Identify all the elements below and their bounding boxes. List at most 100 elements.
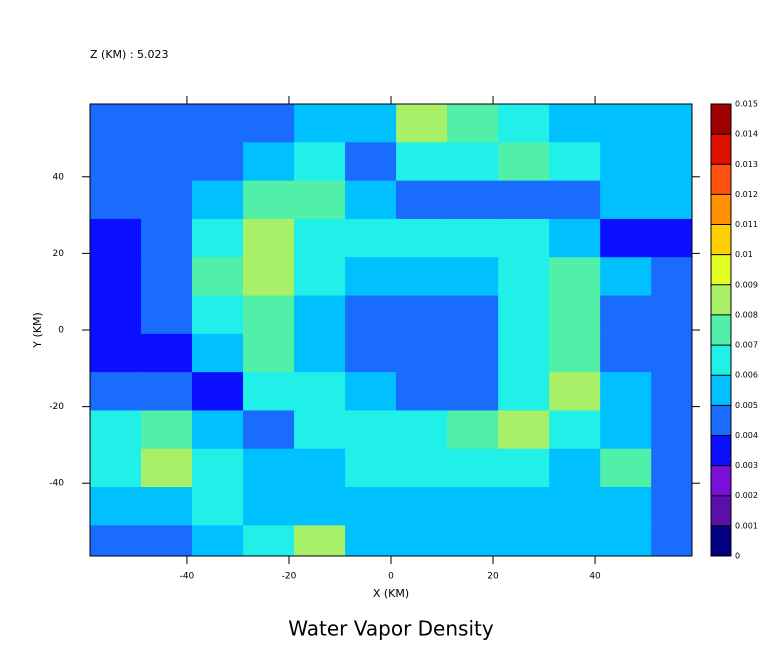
contour-cell [345,218,397,258]
contour-cell [396,487,448,526]
colorbar-label: 0 [735,552,740,561]
contour-cell [498,448,550,488]
contour-cell [447,295,499,335]
colorbar-segment [711,284,731,316]
contour-cell [396,295,448,335]
contour-cell [294,257,346,297]
contour-cell [600,372,652,411]
colorbar-segment [711,345,731,376]
contour-cell [549,525,601,556]
contour-cell [243,333,295,373]
contour-cell [90,372,142,411]
contour-field [90,104,692,556]
contour-cell [192,372,244,411]
contour-cell [192,525,244,556]
contour-cell [243,104,295,143]
contour-cell [192,180,244,220]
y-tick-label: 40 [53,172,65,182]
contour-cell [192,104,244,143]
contour-cell [141,142,193,182]
colorbar-label: 0.001 [735,521,758,530]
contour-cell [549,218,601,258]
contour-cell [192,333,244,373]
contour-cell [600,218,652,258]
colorbar-segment [711,224,731,256]
colorbar-segment [711,435,731,467]
colorbar-segment [711,375,731,406]
contour-cell [345,295,397,335]
contour-cell [447,448,499,488]
contour-cell [294,372,346,411]
x-tick-label: 20 [487,572,499,582]
contour-cell [243,142,295,182]
x-axis-label: X (KM) [373,587,409,600]
contour-cell [345,487,397,526]
contour-cell [447,525,499,556]
contour-cell [141,257,193,297]
x-tick-label: -40 [180,572,195,582]
contour-cell [447,333,499,373]
contour-cell [600,295,652,335]
contour-cell [345,142,397,182]
contour-cell [345,104,397,143]
contour-cell [345,180,397,220]
contour-cell [192,410,244,450]
contour-cell [243,448,295,488]
contour-cell [549,104,601,143]
contour-cell [600,104,652,143]
contour-cell [498,295,550,335]
contour-cell [396,142,448,182]
contour-cell [651,487,692,526]
colorbar-segment [711,104,731,135]
contour-cell [447,257,499,297]
contour-cell [498,104,550,143]
contour-cell [192,218,244,258]
colorbar-segment [711,465,731,497]
contour-cell [498,142,550,182]
contour-cell [345,333,397,373]
colorbar-label: 0.015 [735,100,758,109]
colorbar-segment [711,525,731,557]
contour-cell [243,180,295,220]
contour-cell [651,104,692,143]
contour-cell [90,257,142,297]
contour-cell [600,525,652,556]
contour-cell [600,180,652,220]
contour-cell [141,295,193,335]
contour-cell [600,142,652,182]
subtitle: Z (KM) : 5.023 [90,48,169,61]
contour-cell [141,104,193,143]
contour-cell [498,372,550,411]
contour-cell [498,218,550,258]
colorbar-label: 0.004 [735,431,758,440]
contour-cell [447,487,499,526]
contour-cell [396,333,448,373]
contour-cell [549,142,601,182]
y-tick-label: 0 [58,326,64,336]
contour-cell [651,525,692,556]
x-tick-label: -20 [282,572,297,582]
contour-cell [549,410,601,450]
contour-cell [141,487,193,526]
contour-cell [294,180,346,220]
contour-cell [600,410,652,450]
colorbar-segment [711,254,731,286]
contour-cell [600,333,652,373]
contour-cell [549,333,601,373]
colorbar-label: 0.012 [735,190,758,199]
contour-cell [294,142,346,182]
contour-cell [243,410,295,450]
x-tick-label: 40 [589,572,601,582]
contour-cell [498,525,550,556]
colorbar-label: 0.008 [735,310,758,319]
y-tick-label: 20 [53,249,65,259]
contour-cell [600,448,652,488]
contour-cell [447,142,499,182]
contour-cell [90,295,142,335]
contour-cell [345,257,397,297]
contour-cell [90,487,142,526]
colorbar-segment [711,314,731,346]
contour-cell [549,180,601,220]
x-tick-label: 0 [388,572,394,582]
colorbar-segment [711,164,731,195]
